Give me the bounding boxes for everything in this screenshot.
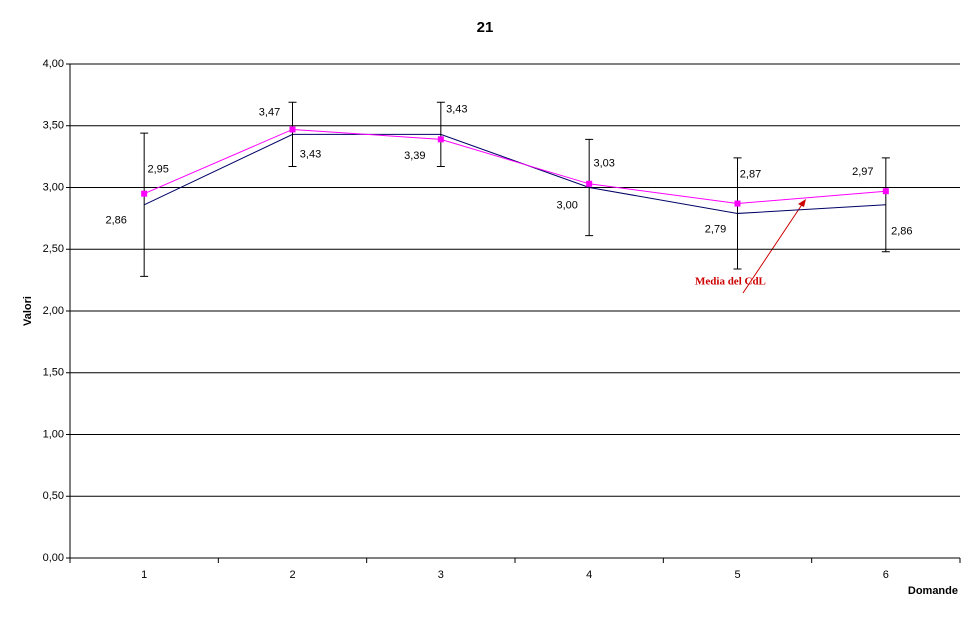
y-tick-label: 2,50 <box>43 243 64 255</box>
value-label: 3,03 <box>593 158 614 170</box>
value-label: 2,86 <box>891 226 912 238</box>
value-label: 3,43 <box>300 148 321 160</box>
y-tick-label: 3,00 <box>43 181 64 193</box>
y-tick-label: 0,50 <box>43 490 64 502</box>
x-tick-label: 3 <box>438 569 444 581</box>
series-line <box>143 133 886 214</box>
y-tick-label: 0,00 <box>43 552 64 564</box>
x-tick-label: 2 <box>289 569 295 581</box>
annotation-arrow <box>742 202 804 294</box>
value-label: 3,47 <box>259 106 280 118</box>
value-label: 2,87 <box>740 168 761 180</box>
x-tick-label: 6 <box>883 569 889 581</box>
x-tick-label: 4 <box>586 569 592 581</box>
x-axis-title: Domande <box>908 585 958 597</box>
marker <box>882 188 889 195</box>
value-label: 2,95 <box>147 164 168 176</box>
error-bar <box>585 138 594 237</box>
value-label: 2,79 <box>705 223 726 235</box>
value-label: 2,97 <box>852 166 873 178</box>
error-bar <box>436 101 445 168</box>
value-label: 3,39 <box>404 150 425 162</box>
marker <box>437 136 444 143</box>
y-tick-label: 2,00 <box>43 305 64 317</box>
error-bar <box>140 132 149 277</box>
marker <box>141 190 148 197</box>
annotation: Media del CdL <box>695 276 766 288</box>
y-tick-label: 1,50 <box>43 367 64 379</box>
y-axis-title: Valori <box>22 296 34 326</box>
y-tick-label: 3,50 <box>43 120 64 132</box>
error-bar <box>733 157 742 270</box>
value-label: 3,00 <box>556 199 577 211</box>
error-bar <box>288 101 297 168</box>
arrow-head <box>798 199 806 207</box>
value-label: 3,43 <box>446 103 467 115</box>
x-tick-label: 5 <box>734 569 740 581</box>
y-tick-label: 1,00 <box>43 428 64 440</box>
x-tick-label: 1 <box>141 569 147 581</box>
error-bar <box>881 157 890 253</box>
y-tick-label: 4,00 <box>43 58 64 70</box>
value-label: 2,86 <box>105 215 126 227</box>
marker <box>734 200 741 207</box>
marker <box>586 180 593 187</box>
marker <box>289 126 296 133</box>
chart-title: 21 <box>477 19 494 36</box>
series-line <box>143 128 886 205</box>
